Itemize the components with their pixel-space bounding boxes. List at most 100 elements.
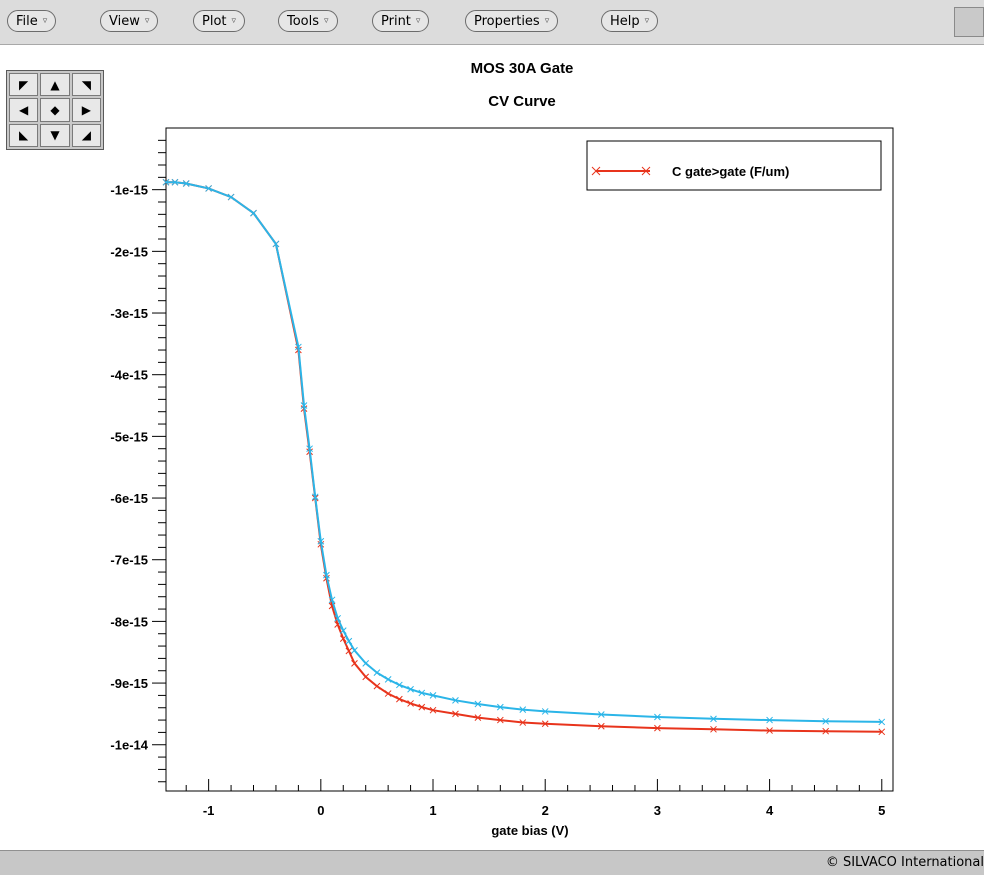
pan-up-icon[interactable]: ▲ bbox=[40, 73, 70, 97]
data-point-marker bbox=[418, 703, 426, 711]
data-point-marker bbox=[878, 718, 886, 726]
pan-center-icon[interactable]: ◆ bbox=[40, 98, 70, 122]
data-point-marker bbox=[474, 700, 482, 708]
data-point-marker bbox=[362, 659, 370, 667]
x-tick-label: 4 bbox=[766, 803, 774, 818]
pan-down-icon[interactable]: ▼ bbox=[40, 123, 70, 147]
dropdown-arrow-icon: ▿ bbox=[144, 16, 150, 26]
data-point-marker bbox=[496, 703, 504, 711]
x-tick-label: 2 bbox=[542, 803, 549, 818]
data-point-marker bbox=[295, 343, 302, 351]
plot-area: MOS 30A Gate CV Curve -1 0 1 2 3 4 5 -1e-15 -2e-… bbox=[0, 45, 984, 850]
y-tick-label: -6e-15 bbox=[110, 491, 148, 506]
data-point-marker bbox=[250, 209, 257, 217]
x-tick-label: 5 bbox=[878, 803, 885, 818]
data-point-marker bbox=[822, 727, 830, 735]
tools-menu-button[interactable]: Tools ▿ bbox=[278, 10, 338, 32]
pan-control-pad: ◤ ▲ ◥ ◀ ◆ ▶ ◣ ▼ ◢ bbox=[6, 70, 104, 150]
data-point-marker bbox=[345, 647, 353, 655]
data-point-marker bbox=[418, 689, 426, 697]
legend-marker-icon bbox=[591, 166, 651, 176]
series-layer bbox=[162, 178, 886, 736]
dropdown-arrow-icon: ▿ bbox=[42, 16, 48, 26]
copyright-text: © SILVACO International bbox=[825, 855, 984, 870]
y-tick-label: -3e-15 bbox=[110, 306, 148, 321]
y-tick-label: -1e-14 bbox=[110, 738, 148, 753]
pan-left-icon[interactable]: ◀ bbox=[9, 98, 39, 122]
window-corner-button[interactable] bbox=[954, 7, 984, 37]
properties-menu-button[interactable]: Properties ▿ bbox=[465, 10, 559, 32]
data-point-marker bbox=[227, 193, 235, 201]
data-point-marker bbox=[654, 724, 661, 732]
x-tick-label: 3 bbox=[654, 803, 661, 818]
y-tick-label: -9e-15 bbox=[110, 676, 148, 691]
data-point-marker bbox=[654, 713, 661, 721]
legend-label: C gate>gate (F/um) bbox=[672, 164, 789, 179]
menu-bar: File ▿ View ▿ Plot ▿ Tools ▿ Print ▿ Pro… bbox=[0, 0, 984, 45]
data-point-marker bbox=[306, 445, 313, 453]
data-point-marker bbox=[474, 714, 482, 721]
y-tick-label: -1e-15 bbox=[110, 183, 148, 198]
data-point-marker bbox=[384, 676, 392, 683]
data-point-marker bbox=[171, 178, 179, 186]
data-point-marker bbox=[407, 685, 414, 693]
data-point-marker bbox=[878, 728, 886, 736]
data-point-marker bbox=[323, 571, 330, 579]
data-point-marker bbox=[345, 637, 353, 645]
data-point-marker bbox=[334, 614, 342, 622]
data-point-marker bbox=[452, 710, 459, 718]
data-point-marker bbox=[351, 647, 358, 654]
series-line-1 bbox=[166, 181, 882, 723]
y-tick-label: -4e-15 bbox=[110, 368, 148, 383]
data-point-marker bbox=[328, 596, 336, 604]
pan-down-right-icon[interactable]: ◢ bbox=[71, 123, 101, 147]
axis-ticks: -1 0 1 2 3 4 5 -1e-15 -2e-15 -3e-15 -4e-15 -5e-15 -6… bbox=[110, 139, 885, 818]
x-axis-label: gate bias (V) bbox=[491, 823, 568, 838]
data-point-marker bbox=[162, 178, 170, 186]
y-tick-label: -7e-15 bbox=[110, 553, 148, 568]
pan-up-left-icon[interactable]: ◤ bbox=[9, 73, 39, 97]
data-point-marker bbox=[373, 682, 381, 690]
data-point-marker bbox=[351, 659, 358, 667]
data-point-marker bbox=[407, 700, 414, 707]
chart-subtitle: CV Curve bbox=[488, 93, 556, 110]
view-menu-button[interactable]: View ▿ bbox=[100, 10, 159, 32]
plot-frame bbox=[165, 127, 894, 792]
dropdown-arrow-icon: ▿ bbox=[544, 16, 550, 26]
data-point-marker bbox=[182, 180, 190, 187]
print-menu-button[interactable]: Print ▿ bbox=[372, 10, 430, 32]
data-point-marker bbox=[205, 185, 212, 192]
data-point-marker bbox=[766, 727, 773, 734]
data-point-marker bbox=[373, 669, 381, 676]
file-menu-button[interactable]: File ▿ bbox=[7, 10, 57, 32]
dropdown-arrow-icon: ▿ bbox=[644, 16, 650, 26]
help-menu-button[interactable]: Help ▿ bbox=[601, 10, 659, 32]
data-point-marker bbox=[496, 716, 504, 724]
data-point-marker bbox=[384, 690, 392, 697]
data-point-marker bbox=[766, 716, 773, 724]
dropdown-arrow-icon: ▿ bbox=[231, 16, 237, 26]
data-point-marker bbox=[339, 627, 347, 634]
pan-down-left-icon[interactable]: ◣ bbox=[9, 123, 39, 147]
pan-up-right-icon[interactable]: ◥ bbox=[71, 73, 101, 97]
plot-menu-button[interactable]: Plot ▿ bbox=[193, 10, 246, 32]
pan-right-icon[interactable]: ▶ bbox=[71, 98, 101, 122]
x-tick-label: -1 bbox=[203, 803, 215, 818]
data-point-marker bbox=[597, 722, 605, 730]
status-bar: © SILVACO International bbox=[0, 850, 984, 875]
file-menu-label: File bbox=[16, 13, 38, 29]
cv-curve-chart: MOS 30A Gate CV Curve -1 0 1 2 3 4 5 -1e-15 -2e-… bbox=[110, 60, 894, 838]
y-tick-label: -8e-15 bbox=[110, 614, 148, 629]
data-point-marker bbox=[710, 725, 717, 733]
data-point-marker bbox=[452, 696, 459, 704]
data-point-marker bbox=[541, 708, 549, 715]
chart-title: MOS 30A Gate bbox=[471, 60, 574, 77]
tools-menu-label: Tools bbox=[287, 13, 320, 29]
data-point-marker bbox=[339, 635, 347, 643]
data-point-marker bbox=[429, 706, 437, 714]
data-point-marker bbox=[300, 402, 308, 409]
data-point-marker bbox=[597, 711, 605, 718]
y-tick-label: -2e-15 bbox=[110, 244, 148, 259]
data-point-marker bbox=[519, 719, 527, 726]
